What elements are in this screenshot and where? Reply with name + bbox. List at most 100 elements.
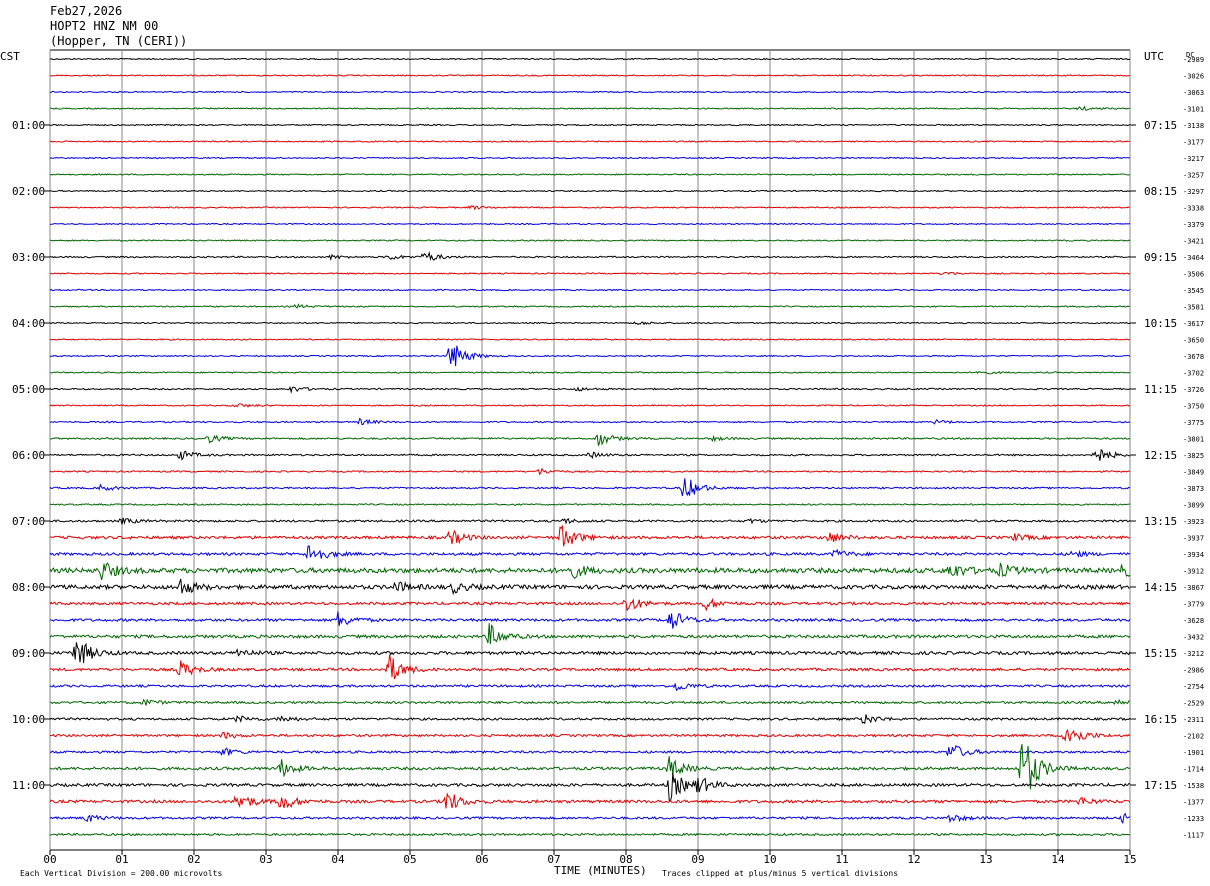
station-location: (Hopper, TN (CERI)) xyxy=(50,34,188,48)
x-tick-label: 09 xyxy=(691,853,704,866)
seismic-trace xyxy=(49,744,1130,790)
seismic-trace xyxy=(49,654,1131,680)
dc-offset-label: -2311 xyxy=(1183,716,1204,724)
dc-offset-label: -3581 xyxy=(1183,304,1204,312)
seismic-trace xyxy=(49,714,1131,725)
seismic-trace xyxy=(49,386,1131,394)
dc-offset-label: -3628 xyxy=(1183,617,1204,625)
seismic-trace xyxy=(49,321,1131,326)
x-tick-label: 15 xyxy=(1123,853,1136,866)
station-id: HOPT2 HNZ NM 00 xyxy=(50,19,159,33)
right-hour-label: 17:15 xyxy=(1144,779,1177,792)
seismic-trace xyxy=(49,222,1131,226)
dc-offset-label: -2529 xyxy=(1183,700,1204,708)
seismic-trace xyxy=(49,832,1131,837)
x-tick-label: 04 xyxy=(331,853,345,866)
seismic-trace xyxy=(49,744,1131,757)
dc-offset-label: -3849 xyxy=(1183,469,1204,477)
right-hour-label: 10:15 xyxy=(1144,317,1177,330)
chart-header: Feb27,2026 HOPT2 HNZ NM 00 (Hopper, TN (… xyxy=(50,4,187,49)
dc-offset-label: -3937 xyxy=(1183,535,1204,543)
x-tick-label: 01 xyxy=(115,853,128,866)
seismic-trace xyxy=(49,434,1131,446)
x-tick-label: 05 xyxy=(403,853,416,866)
right-hour-label: 08:15 xyxy=(1144,185,1177,198)
seismic-trace xyxy=(49,140,1131,143)
dc-offset-label: -3702 xyxy=(1183,370,1204,378)
dc-offset-label: -3934 xyxy=(1183,551,1204,559)
x-tick-label: 11 xyxy=(835,853,848,866)
left-hour-label: 09:00 xyxy=(12,647,45,660)
dc-offset-label: -3338 xyxy=(1183,205,1204,213)
seismic-trace xyxy=(49,448,1131,461)
dc-offset-label: -1377 xyxy=(1183,799,1204,807)
left-axis-title: CST xyxy=(0,50,20,63)
seismic-trace xyxy=(49,370,1131,375)
seismic-trace xyxy=(49,597,1131,612)
x-tick-label: 12 xyxy=(907,853,920,866)
clipping-note: Traces clipped at plus/minus 5 vertical … xyxy=(662,869,898,878)
seismic-trace xyxy=(49,562,1131,581)
seismic-trace xyxy=(49,338,1131,341)
seismic-trace xyxy=(49,57,1131,61)
seismic-trace xyxy=(49,173,1131,176)
dc-offset-label: -3297 xyxy=(1183,188,1204,196)
seismic-trace xyxy=(49,345,1131,367)
dc-offset-label: -3825 xyxy=(1183,452,1204,460)
seismic-trace xyxy=(49,683,1131,692)
dc-offset-label: -1538 xyxy=(1183,782,1204,790)
seismic-trace xyxy=(49,467,1131,476)
chart-title: Feb27,2026 xyxy=(50,4,123,18)
seismic-trace xyxy=(49,90,1131,94)
right-hour-label: 07:15 xyxy=(1144,119,1177,132)
right-hour-label: 11:15 xyxy=(1144,383,1177,396)
dc-label: DC xyxy=(1186,51,1194,59)
dc-offset-label: -3617 xyxy=(1183,320,1204,328)
dc-offset-label: -3026 xyxy=(1183,73,1204,81)
dc-offset-label: -3177 xyxy=(1183,139,1204,147)
seismic-trace xyxy=(49,251,1131,262)
x-tick-label: 00 xyxy=(43,853,56,866)
seismic-trace xyxy=(49,288,1131,292)
x-tick-label: 03 xyxy=(259,853,272,866)
seismic-trace xyxy=(49,623,1131,645)
seismic-trace xyxy=(50,303,1131,309)
dc-offset-label: -1714 xyxy=(1183,766,1204,774)
x-tick-label: 13 xyxy=(979,853,992,866)
dc-offset-label: -3257 xyxy=(1183,172,1204,180)
seismic-trace xyxy=(49,74,1131,77)
dc-offset-label: -2986 xyxy=(1183,667,1204,675)
dc-offset-label: -3726 xyxy=(1183,386,1204,394)
seismic-trace xyxy=(49,642,1131,664)
seismic-trace xyxy=(49,205,1131,211)
seismic-trace xyxy=(49,239,1131,242)
seismic-trace xyxy=(49,156,1131,160)
dc-offset-label: -3432 xyxy=(1183,634,1204,642)
right-hour-label: 16:15 xyxy=(1144,713,1177,726)
x-tick-label: 02 xyxy=(187,853,200,866)
seismic-trace xyxy=(49,772,1131,802)
dc-offset-label: -3899 xyxy=(1183,502,1204,510)
left-hour-label: 03:00 xyxy=(12,251,45,264)
seismic-trace xyxy=(49,478,1131,497)
dc-offset-label: -3101 xyxy=(1183,106,1204,114)
left-hour-label: 08:00 xyxy=(12,581,45,594)
seismic-trace xyxy=(49,611,1131,629)
right-hour-label: 14:15 xyxy=(1144,581,1177,594)
left-hour-label: 04:00 xyxy=(12,317,45,330)
dc-offset-label: -2754 xyxy=(1183,683,1204,691)
dc-offset-label: -3212 xyxy=(1183,650,1204,658)
dc-offset-label: -3678 xyxy=(1183,353,1204,361)
seismic-trace xyxy=(49,545,1131,560)
seismic-trace xyxy=(49,271,1131,276)
seismic-trace xyxy=(49,123,1131,127)
x-tick-label: 08 xyxy=(619,853,632,866)
seismic-trace xyxy=(49,524,1131,547)
dc-offset-label: -3867 xyxy=(1183,584,1204,592)
seismic-trace xyxy=(49,812,1131,825)
x-tick-label: 14 xyxy=(1051,853,1065,866)
left-hour-label: 11:00 xyxy=(12,779,45,792)
dc-offset-label: -2102 xyxy=(1183,733,1204,741)
dc-offset-label: -2989 xyxy=(1183,56,1204,64)
vertical-division-note: Each Vertical Division = 200.00 microvol… xyxy=(20,869,222,878)
